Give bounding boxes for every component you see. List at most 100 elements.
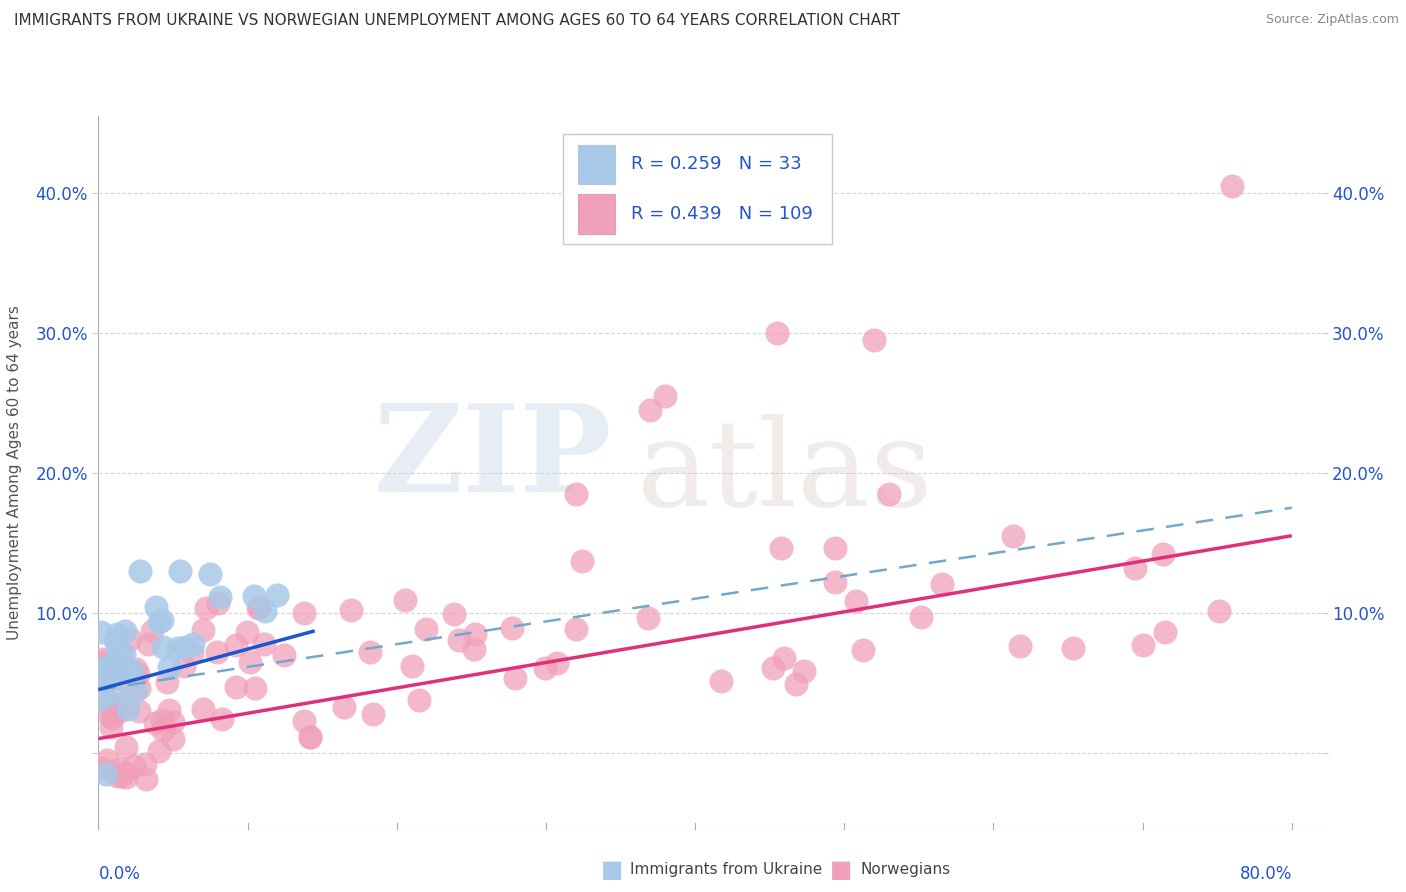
Point	[640, 402, 662, 417]
Point	[1154, 624, 1177, 639]
Point	[181, 646, 204, 660]
Point	[169, 564, 191, 578]
Point	[96, 693, 118, 707]
Point	[129, 564, 152, 578]
FancyBboxPatch shape	[564, 134, 832, 244]
Point	[242, 589, 264, 603]
Point	[571, 554, 593, 568]
Point	[103, 668, 125, 682]
Point	[654, 389, 676, 403]
Point	[128, 681, 150, 695]
Point	[266, 588, 288, 602]
Point	[852, 643, 875, 657]
Point	[205, 645, 228, 659]
Point	[292, 606, 315, 620]
Point	[340, 603, 363, 617]
Point	[443, 607, 465, 622]
Point	[503, 672, 526, 686]
Point	[118, 632, 141, 647]
Point	[766, 326, 789, 340]
Point	[253, 604, 276, 618]
Point	[247, 599, 270, 614]
Point	[194, 601, 217, 615]
Point	[211, 712, 233, 726]
Point	[121, 664, 143, 678]
Point	[150, 614, 173, 628]
Point	[931, 577, 953, 591]
Point	[167, 640, 190, 655]
Point	[101, 686, 124, 700]
Point	[98, 708, 121, 723]
Point	[117, 665, 139, 679]
Point	[246, 600, 269, 615]
Point	[824, 575, 846, 590]
Point	[135, 772, 157, 786]
Text: 0.0%: 0.0%	[98, 864, 141, 882]
Point	[501, 621, 523, 635]
Point	[90, 692, 112, 706]
Point	[564, 622, 586, 636]
Point	[108, 762, 131, 776]
Point	[103, 706, 125, 720]
Point	[877, 487, 900, 501]
Text: Immigrants from Ukraine: Immigrants from Ukraine	[630, 863, 823, 877]
Point	[408, 693, 430, 707]
Point	[162, 714, 184, 729]
Text: 80.0%: 80.0%	[1240, 864, 1292, 882]
Point	[173, 659, 195, 673]
Point	[112, 648, 135, 662]
Point	[762, 661, 785, 675]
Point	[910, 610, 932, 624]
Point	[207, 596, 229, 610]
Text: IMMIGRANTS FROM UKRAINE VS NORWEGIAN UNEMPLOYMENT AMONG AGES 60 TO 64 YEARS CORR: IMMIGRANTS FROM UKRAINE VS NORWEGIAN UNE…	[14, 13, 900, 29]
Y-axis label: Unemployment Among Ages 60 to 64 years: Unemployment Among Ages 60 to 64 years	[7, 305, 21, 640]
Point	[122, 758, 145, 772]
Point	[105, 627, 128, 641]
Point	[710, 673, 733, 688]
Point	[1123, 561, 1146, 575]
Point	[332, 699, 354, 714]
Point	[145, 599, 167, 614]
Point	[124, 684, 146, 698]
Point	[148, 615, 170, 630]
Point	[90, 655, 112, 669]
Point	[793, 664, 815, 678]
Point	[1152, 547, 1174, 561]
Point	[299, 731, 322, 745]
Point	[110, 769, 132, 783]
Point	[117, 675, 139, 690]
Point	[1220, 178, 1243, 193]
Text: Source: ZipAtlas.com: Source: ZipAtlas.com	[1265, 13, 1399, 27]
Point	[173, 640, 195, 655]
Point	[107, 657, 129, 672]
Point	[125, 662, 148, 676]
Point	[191, 702, 214, 716]
Point	[463, 641, 485, 656]
Text: ■: ■	[600, 858, 623, 881]
Text: ZIP: ZIP	[374, 400, 612, 517]
FancyBboxPatch shape	[578, 194, 614, 234]
Point	[200, 567, 222, 582]
Point	[156, 675, 179, 690]
Point	[162, 732, 184, 747]
Point	[273, 648, 295, 662]
Point	[157, 703, 180, 717]
Point	[772, 651, 794, 665]
Point	[148, 743, 170, 757]
Point	[141, 624, 163, 638]
Point	[243, 681, 266, 695]
Text: R = 0.259   N = 33: R = 0.259 N = 33	[630, 155, 801, 173]
Point	[361, 707, 384, 722]
Point	[1062, 641, 1084, 656]
Point	[159, 660, 181, 674]
Point	[253, 637, 276, 651]
Point	[110, 697, 132, 711]
Point	[299, 730, 322, 744]
Point	[152, 640, 174, 654]
Point	[114, 764, 136, 779]
Point	[770, 541, 793, 555]
Point	[105, 769, 128, 783]
Point	[1132, 638, 1154, 652]
Point	[191, 624, 214, 638]
Point	[546, 656, 568, 670]
